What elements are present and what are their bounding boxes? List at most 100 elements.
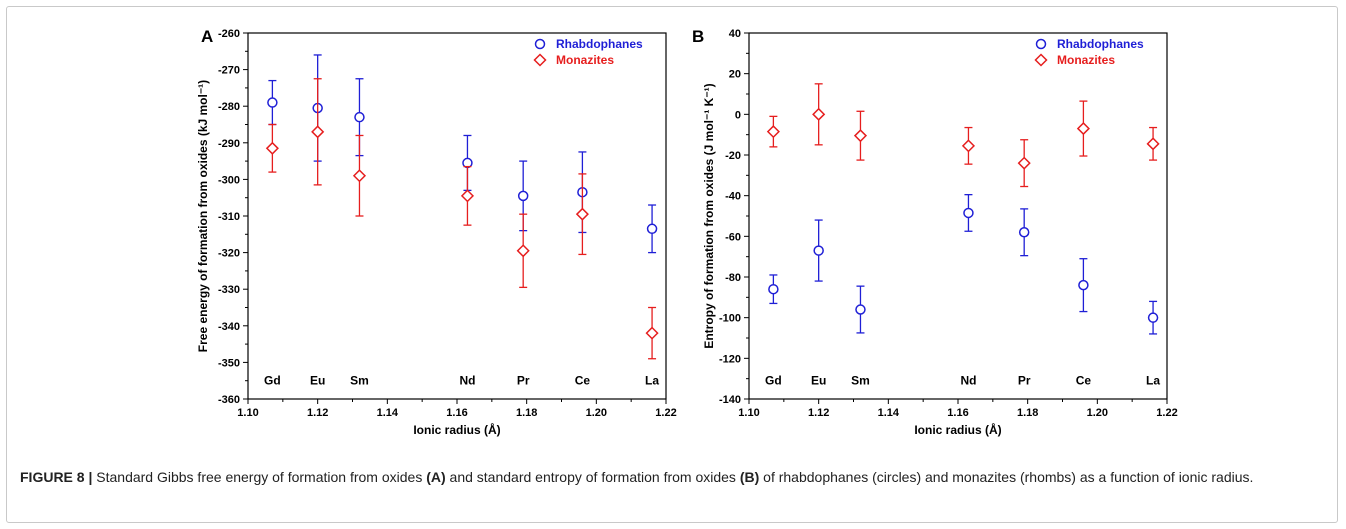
panel-letter: A — [201, 27, 213, 46]
x-tick-label: 1.22 — [655, 407, 676, 419]
x-axis-title: Ionic radius (Å) — [914, 422, 1001, 437]
x-tick-label: 1.18 — [1017, 407, 1038, 419]
rhabdophane-point — [813, 245, 824, 256]
x-tick-label: 1.18 — [516, 407, 537, 419]
monazite-point — [853, 129, 868, 143]
y-tick-label: -360 — [218, 394, 240, 406]
rhabdophane-point — [1018, 227, 1030, 238]
element-label: Pr — [1018, 374, 1031, 388]
y-tick-label: -270 — [218, 65, 240, 77]
element-label: Sm — [851, 374, 870, 388]
legend-marker — [533, 53, 547, 67]
y-tick-label: 0 — [735, 109, 741, 121]
y-tick-label: 20 — [729, 69, 741, 81]
x-tick-label: 1.10 — [237, 407, 258, 419]
monazite-point — [516, 244, 530, 258]
y-tick-label: -100 — [719, 313, 741, 325]
x-axis-title: Ionic radius (Å) — [413, 422, 500, 437]
monazite-point — [311, 125, 325, 139]
x-tick-label: 1.20 — [1087, 407, 1108, 419]
element-label: Eu — [811, 374, 826, 388]
element-label: Gd — [765, 374, 782, 388]
y-tick-label: -310 — [218, 211, 240, 223]
element-label: La — [1146, 374, 1160, 388]
y-tick-label: -40 — [725, 191, 741, 203]
y-tick-label: 40 — [729, 28, 741, 40]
monazite-point — [645, 326, 659, 340]
y-tick-label: -280 — [218, 101, 240, 113]
rhabdophane-point — [768, 283, 779, 295]
rhabdophane-point — [517, 190, 529, 202]
y-tick-label: -300 — [218, 174, 240, 186]
legend-marker — [1035, 38, 1047, 50]
element-label: Gd — [264, 374, 281, 388]
rhabdophane-point — [1147, 312, 1159, 323]
x-tick-label: 1.14 — [878, 407, 900, 419]
x-tick-label: 1.12 — [808, 407, 829, 419]
x-tick-label: 1.16 — [446, 407, 467, 419]
x-tick-label: 1.14 — [377, 407, 399, 419]
rhabdophane-point — [855, 304, 866, 315]
panel-b-chart: 1.10 1.12 1.14 1.16 1.18 1.20 1.22 40 20 0 -20 -40 -… — [692, 27, 1178, 437]
y-tick-label: -120 — [719, 353, 741, 365]
y-tick-label: -20 — [725, 150, 741, 162]
figure-caption: FIGURE 8 | Standard Gibbs free energy of… — [20, 467, 1330, 488]
element-label: Nd — [459, 374, 475, 388]
rhabdophane-point — [646, 223, 658, 235]
y-tick-label: -320 — [218, 248, 240, 260]
rhabdophane-point — [267, 97, 278, 108]
rhabdophane-point — [963, 207, 974, 219]
monazite-point — [460, 189, 475, 203]
y-axis-title: Free energy of formation from oxides (kJ… — [196, 80, 210, 352]
x-tick-label: 1.16 — [947, 407, 968, 419]
element-label: Sm — [350, 374, 369, 388]
y-tick-label: -60 — [725, 231, 741, 243]
x-tick-label: 1.10 — [738, 407, 759, 419]
panel-letter: B — [692, 27, 704, 46]
x-tick-label: 1.22 — [1156, 407, 1177, 419]
element-label: Nd — [960, 374, 976, 388]
plot-area-frame — [247, 32, 667, 400]
caption-part: (A) — [426, 469, 446, 485]
y-tick-label: -340 — [218, 321, 240, 333]
element-label: Ce — [575, 374, 591, 388]
y-axis-title: Entropy of formation from oxides (J mol⁻… — [702, 83, 716, 348]
monazite-point — [265, 141, 279, 155]
x-tick-label: 1.20 — [586, 407, 607, 419]
legend-label: Rhabdophanes — [556, 37, 643, 51]
monazite-point — [1017, 156, 1031, 170]
monazite-point — [575, 207, 589, 221]
plot-area-frame — [748, 32, 1168, 400]
figure-frame — [6, 6, 1338, 523]
rhabdophane-point — [1078, 279, 1089, 291]
monazite-point — [812, 107, 826, 121]
y-tick-label: -350 — [218, 357, 240, 369]
y-tick-label: -330 — [218, 284, 240, 296]
monazite-point — [1146, 137, 1160, 151]
element-label: Pr — [517, 374, 530, 388]
caption-text: Standard Gibbs free energy of formation … — [92, 469, 1253, 485]
element-label: Ce — [1076, 374, 1092, 388]
y-tick-label: -260 — [218, 28, 240, 40]
caption-part: of rhabdophanes (circles) and monazites … — [759, 469, 1254, 485]
figure-charts: 1.10 1.12 1.14 1.16 1.18 1.20 1.22 -260 -270 -280… — [196, 27, 1178, 437]
legend-marker — [534, 38, 546, 50]
x-tick-label: 1.12 — [307, 407, 328, 419]
y-tick-label: -140 — [719, 394, 741, 406]
element-label: La — [645, 374, 659, 388]
caption-label: FIGURE 8 | — [20, 469, 93, 485]
caption-part: and standard entropy of formation from o… — [445, 469, 740, 485]
caption-part: Standard Gibbs free energy of formation … — [92, 469, 427, 485]
monazite-point — [1076, 122, 1090, 136]
legend-marker — [1034, 53, 1048, 67]
y-tick-label: -290 — [218, 138, 240, 150]
legend-label: Monazites — [556, 53, 614, 67]
element-label: Eu — [310, 374, 325, 388]
monazite-point — [352, 169, 367, 183]
y-tick-label: -80 — [725, 272, 741, 284]
legend-label: Monazites — [1057, 53, 1115, 67]
legend-label: Rhabdophanes — [1057, 37, 1144, 51]
panel-a-chart: 1.10 1.12 1.14 1.16 1.18 1.20 1.22 -260 -270 -280… — [196, 27, 677, 437]
monazite-point — [961, 139, 976, 153]
monazite-point — [766, 125, 780, 139]
